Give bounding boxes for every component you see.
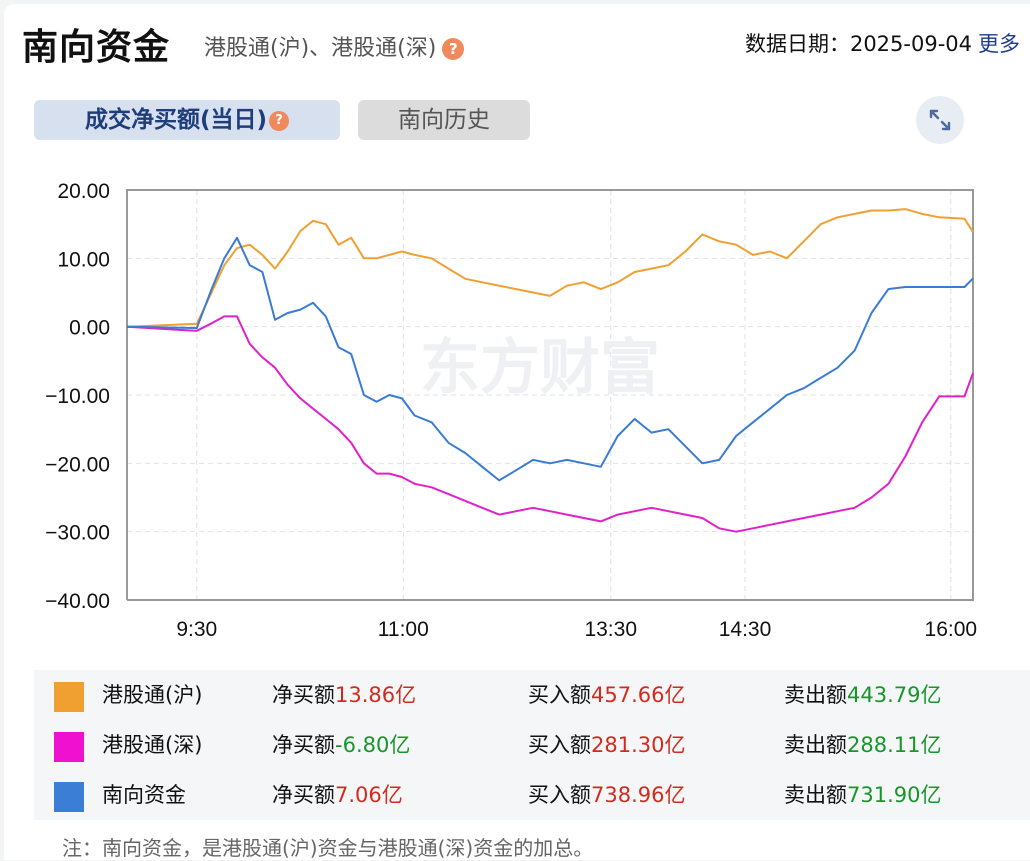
legend-swatch [54, 782, 84, 812]
y-tick-label: −20.00 [45, 453, 110, 476]
legend-row[interactable]: 港股通(深) 净买额-6.80亿 买入额281.30亿 卖出额288.11亿 [34, 720, 1030, 770]
sell-amount: 卖出额288.11亿 [784, 733, 942, 757]
net-buy-amount: 净买额7.06亿 [272, 783, 403, 807]
net-buy-line-chart[interactable]: 20.00 10.00 0.00 −10.00 −20.00 −30.00 −40.00 9:… [0, 170, 1030, 650]
buy-amount: 买入额281.30亿 [528, 733, 686, 757]
series-name: 南向资金 [102, 783, 186, 807]
tab-label: 南向历史 [398, 107, 490, 133]
more-link[interactable]: 更多 [978, 32, 1020, 56]
x-tick-label: 11:00 [378, 618, 429, 641]
series-line-1[interactable] [126, 315, 974, 533]
x-tick-label: 16:00 [925, 618, 978, 641]
page-subtitle: 港股通(沪)、港股通(深)? [204, 30, 465, 62]
help-icon[interactable]: ? [269, 110, 290, 131]
legend-row[interactable]: 南向资金 净买额7.06亿 买入额738.96亿 卖出额731.90亿 [34, 770, 1030, 820]
tab-southbound-history[interactable]: 南向历史 [358, 100, 530, 140]
watermark: 东方财富 [420, 333, 660, 403]
help-icon[interactable]: ? [442, 38, 465, 60]
x-tick-label: 14:30 [719, 618, 772, 641]
footnote: 注：南向资金，是港股通(沪)资金与港股通(深)资金的加总。 [62, 836, 594, 860]
buy-amount: 买入额457.66亿 [528, 683, 686, 707]
y-tick-label: −10.00 [45, 385, 110, 408]
page-title: 南向资金 [22, 27, 171, 68]
buy-amount: 买入额738.96亿 [528, 783, 686, 807]
legend-row[interactable]: 港股通(沪) 净买额13.86亿 买入额457.66亿 卖出额443.79亿 [34, 670, 1030, 720]
series-line-2[interactable] [126, 236, 974, 482]
data-date: 数据日期：2025-09-04 更多 [745, 28, 1020, 58]
x-tick-label: 13:30 [584, 618, 637, 641]
legend-swatch [54, 682, 84, 712]
y-tick-label: −40.00 [45, 590, 110, 613]
series-name: 港股通(深) [102, 733, 203, 757]
y-tick-label: 20.00 [57, 180, 110, 203]
tab-net-buy-today[interactable]: 成交净买额(当日)? [34, 100, 340, 140]
y-tick-label: 0.00 [69, 317, 110, 340]
expand-arrows-icon [929, 109, 951, 131]
subtitle-text: 港股通(沪)、港股通(深) [204, 36, 437, 61]
y-tick-label: 10.00 [57, 248, 110, 271]
series-line-0[interactable] [126, 208, 974, 328]
series-name: 港股通(沪) [102, 683, 203, 707]
x-tick-label: 9:30 [176, 618, 217, 641]
sell-amount: 卖出额731.90亿 [784, 783, 942, 807]
expand-button[interactable] [916, 96, 964, 144]
legend-table: 港股通(沪) 净买额13.86亿 买入额457.66亿 卖出额443.79亿港股通(深… [34, 670, 1030, 820]
tab-label: 成交净买额(当日) [84, 107, 268, 133]
net-buy-amount: 净买额13.86亿 [272, 683, 417, 707]
data-date-label: 数据日期：2025-09-04 [744, 32, 972, 56]
legend-swatch [54, 732, 84, 762]
sell-amount: 卖出额443.79亿 [784, 683, 942, 707]
net-buy-amount: 净买额-6.80亿 [272, 733, 411, 757]
y-tick-label: −30.00 [45, 522, 110, 545]
